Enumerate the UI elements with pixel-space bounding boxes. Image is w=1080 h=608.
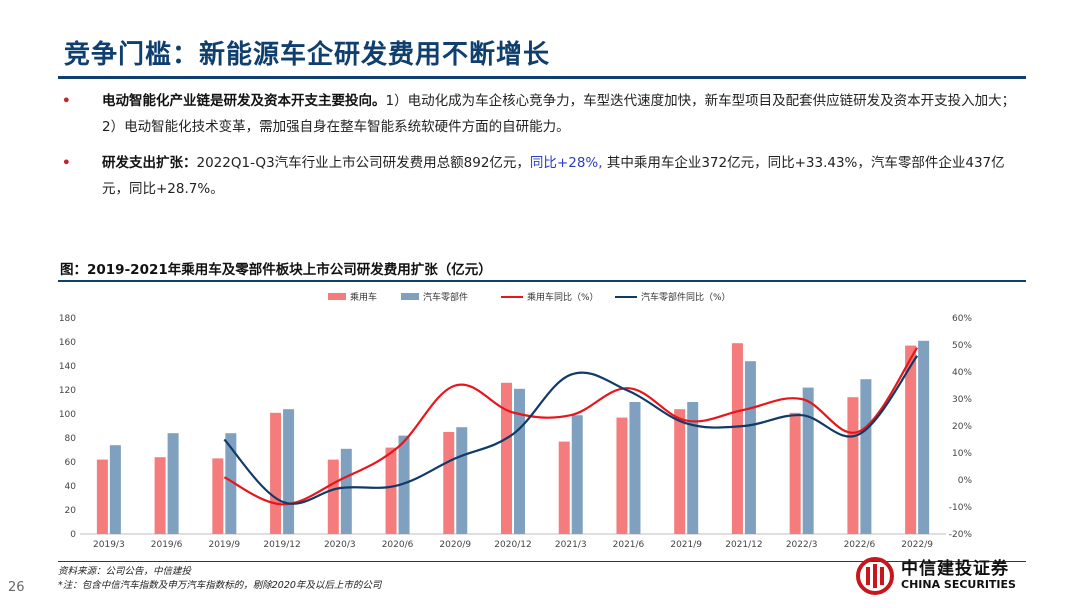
bar-passenger-car <box>96 459 108 534</box>
bar-passenger-car <box>212 458 224 534</box>
bullet-text-after: 其中乘用车企业372亿元，同比+33.43%，汽车零部件企业437亿元，同比+2… <box>102 155 1005 197</box>
bar-auto-parts <box>514 388 525 534</box>
bar-passenger-car <box>731 343 743 534</box>
right-axis-tick-label: 60% <box>952 314 972 324</box>
bar-auto-parts <box>860 379 872 534</box>
bullet-heading: 研发支出扩张： <box>102 155 197 171</box>
page-number: 26 <box>8 580 25 595</box>
legend-label: 乘用车同比（%） <box>527 291 599 303</box>
left-axis-tick-label: 180 <box>59 314 76 324</box>
bar-auto-parts <box>802 387 814 534</box>
bar-auto-parts <box>456 427 468 534</box>
bar-passenger-car <box>789 412 801 534</box>
x-axis-tick-label: 2020/3 <box>324 540 356 550</box>
bar-passenger-car <box>385 447 397 534</box>
figure-top-rule <box>58 280 1026 282</box>
bullet-item: • 电动智能化产业链是研发及资本开支主要投向。1）电动化成为车企核心竞争力，车型… <box>62 88 1030 140</box>
legend-swatch <box>401 293 419 300</box>
right-axis-tick-label: 10% <box>952 449 972 459</box>
bar-auto-parts <box>918 340 930 534</box>
logo-chinese-name: 中信建投证券 <box>901 559 1009 579</box>
bullet-list: • 电动智能化产业链是研发及资本开支主要投向。1）电动化成为车企核心竞争力，车型… <box>62 88 1030 212</box>
left-axis-tick-label: 80 <box>65 434 77 444</box>
bullet-item: • 研发支出扩张：2022Q1-Q3汽车行业上市公司研发费用总额892亿元，同比… <box>62 150 1030 202</box>
bar-auto-parts <box>340 448 352 534</box>
left-axis-tick-label: 0 <box>70 530 76 540</box>
legend-label: 汽车零部件 <box>423 291 468 303</box>
bar-passenger-car <box>443 432 455 534</box>
right-axis-tick-label: 40% <box>952 368 972 378</box>
left-axis-tick-label: 20 <box>65 506 77 516</box>
bar-auto-parts <box>687 402 699 534</box>
bar-auto-parts <box>744 361 756 534</box>
bar-auto-parts <box>398 435 410 534</box>
right-axis-tick-label: 30% <box>952 395 972 405</box>
line-passenger-car-yoy <box>223 347 919 506</box>
citic-logo-icon <box>856 557 894 595</box>
left-axis-tick-label: 140 <box>59 362 76 372</box>
source-line: 资料来源：公司公告，中信建投 <box>58 566 192 577</box>
source-note: 资料来源：公司公告，中信建投 *注：包含中信汽车指数及申万汽车指数标的，剔除20… <box>58 565 381 593</box>
x-axis-tick-label: 2021/9 <box>670 540 702 550</box>
bar-passenger-car <box>674 409 686 534</box>
x-axis-tick-label: 2019/12 <box>263 540 300 550</box>
x-axis-tick-label: 2020/9 <box>439 540 471 550</box>
figure-title: 图：2019-2021年乘用车及零部件板块上市公司研发费用扩张（亿元） <box>60 262 492 278</box>
bar-passenger-car <box>270 412 282 534</box>
bullet-text: 2022Q1-Q3汽车行业上市公司研发费用总额892亿元， <box>196 155 530 171</box>
x-axis-tick-label: 2019/6 <box>151 540 183 550</box>
bar-auto-parts <box>571 415 583 534</box>
bar-auto-parts <box>167 433 179 534</box>
left-axis-tick-label: 100 <box>59 410 76 420</box>
bar-passenger-car <box>616 417 628 534</box>
figure-bottom-rule <box>58 561 1026 562</box>
x-axis-tick-label: 2022/9 <box>901 540 933 550</box>
company-logo: 中信建投证券 CHINA SECURITIES <box>855 554 1035 598</box>
legend-label: 汽车零部件同比（%） <box>641 291 731 303</box>
bar-passenger-car <box>327 459 339 534</box>
right-axis-tick-label: -10% <box>949 503 973 513</box>
logo-english-name: CHINA SECURITIES <box>901 578 1016 591</box>
legend-label: 乘用车 <box>350 291 377 303</box>
bullet-highlight: 同比+28%, <box>529 155 603 171</box>
x-axis-tick-label: 2020/6 <box>382 540 414 550</box>
legend-swatch <box>328 293 346 300</box>
x-axis-tick-label: 2022/6 <box>844 540 876 550</box>
right-axis-tick-label: 50% <box>952 341 972 351</box>
x-axis-tick-label: 2021/6 <box>613 540 645 550</box>
bullet-text: 1）电动化成为车企核心竞争力，车型迭代速度加快，新车型项目及配套供应链研发及资本… <box>102 93 1016 135</box>
right-axis-tick-label: -20% <box>949 530 973 540</box>
left-axis-tick-label: 60 <box>65 458 77 468</box>
bullet-marker: • <box>62 155 71 171</box>
bar-auto-parts <box>629 402 641 534</box>
bar-passenger-car <box>154 457 166 534</box>
x-axis-tick-label: 2019/9 <box>208 540 240 550</box>
line-auto-parts-yoy <box>223 355 919 505</box>
left-axis-tick-label: 120 <box>59 386 76 396</box>
bullet-heading: 电动智能化产业链是研发及资本开支主要投向。 <box>102 93 386 109</box>
bar-auto-parts <box>283 409 295 534</box>
x-axis-tick-label: 2020/12 <box>494 540 531 550</box>
x-axis-tick-label: 2021/3 <box>555 540 587 550</box>
footnote-line: *注：包含中信汽车指数及申万汽车指数标的，剔除2020年及以后上市的公司 <box>58 580 382 591</box>
x-axis-tick-label: 2019/3 <box>93 540 125 550</box>
bar-auto-parts <box>109 445 121 534</box>
left-axis-tick-label: 40 <box>65 482 77 492</box>
bar-passenger-car <box>501 382 512 534</box>
page-title: 竞争门槛：新能源车企研发费用不断增长 <box>64 40 551 70</box>
bullet-marker: • <box>62 93 71 109</box>
x-axis-tick-label: 2021/12 <box>725 540 762 550</box>
left-axis-tick-label: 160 <box>59 338 76 348</box>
bar-passenger-car <box>847 397 859 534</box>
x-axis-tick-label: 2022/3 <box>786 540 818 550</box>
right-axis-tick-label: 20% <box>952 422 972 432</box>
bar-passenger-car <box>558 441 570 534</box>
right-axis-tick-label: 0% <box>958 476 973 486</box>
title-divider <box>58 76 1026 79</box>
bar-auto-parts <box>225 433 237 534</box>
rd-expense-chart: 0 20 40 60 80 100 120 140 160 180 -20% -10% 0% 10% 20%… <box>59 291 973 550</box>
bar-passenger-car <box>905 345 917 534</box>
